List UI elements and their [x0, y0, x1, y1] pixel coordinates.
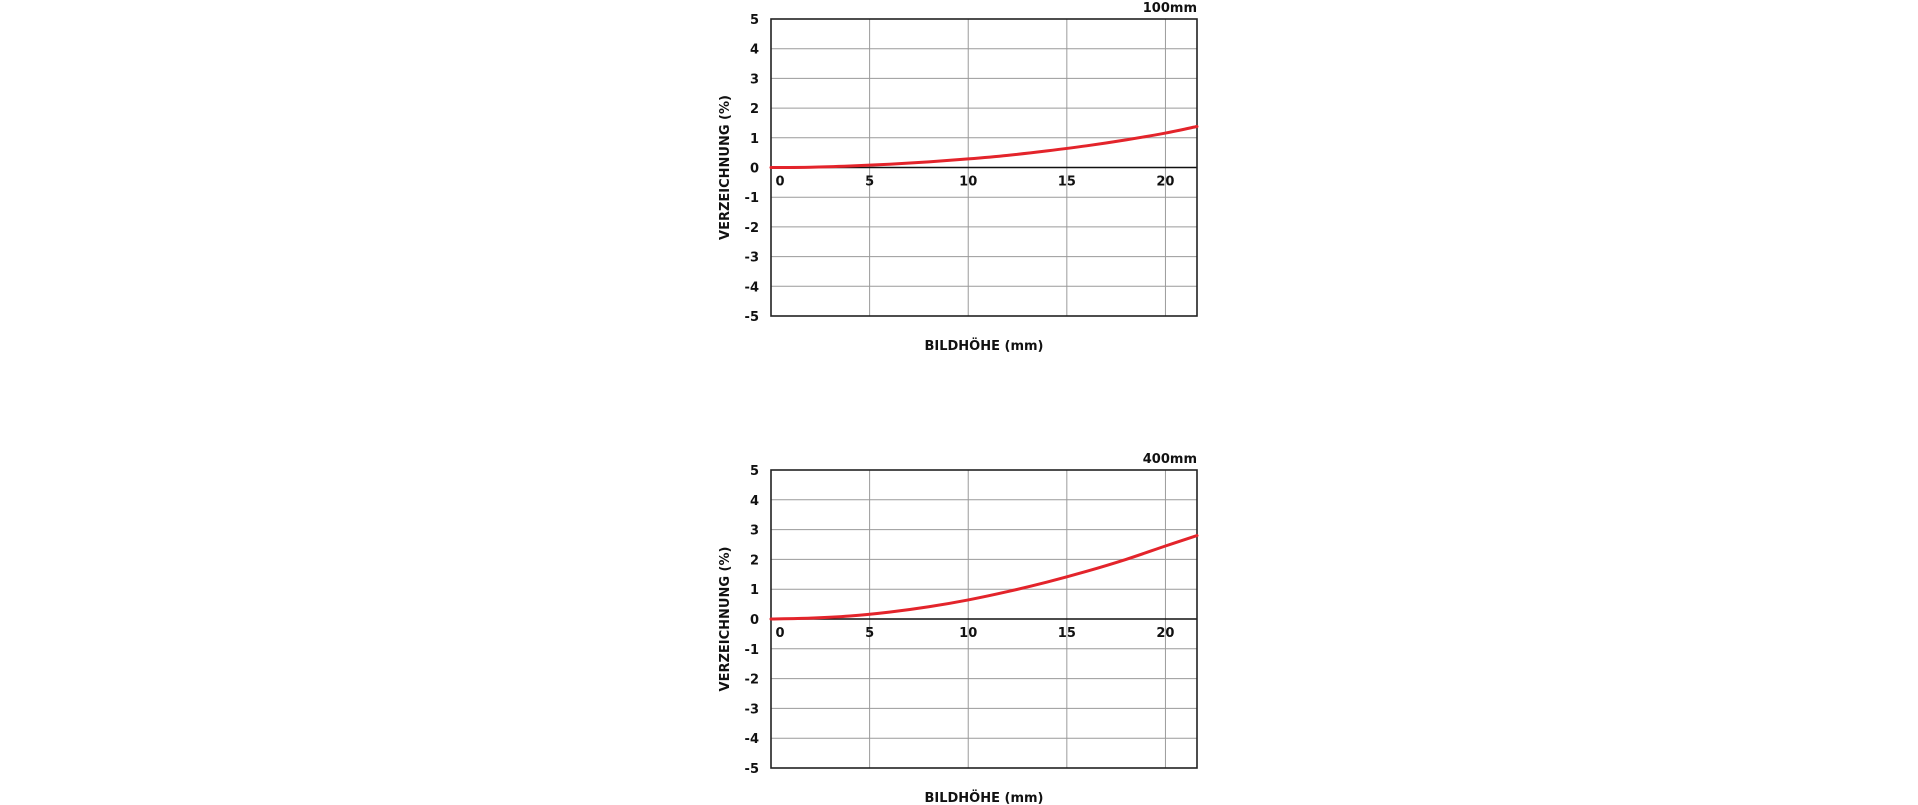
x-tick-label: 5	[865, 626, 874, 641]
y-tick-label: -1	[745, 643, 759, 658]
x-tick-label: 15	[1058, 626, 1076, 641]
y-tick-label: 4	[750, 494, 759, 509]
y-tick-label: 3	[750, 524, 759, 539]
y-tick-label: 5	[750, 13, 759, 28]
y-tick-label: 2	[750, 553, 759, 568]
y-tick-label: 0	[750, 613, 759, 628]
y-tick-label: 3	[750, 72, 759, 87]
distortion-curve	[769, 125, 1199, 169]
y-tick-label: -3	[745, 702, 759, 717]
chart-title: 400mm	[1143, 452, 1197, 467]
y-tick-label: -4	[745, 280, 759, 295]
y-tick-label: -5	[745, 310, 759, 325]
y-tick-label: -4	[745, 732, 759, 747]
y-tick-label: -3	[745, 251, 759, 266]
y-tick-label: 1	[750, 132, 759, 147]
x-tick-label: 0	[775, 626, 784, 641]
x-axis-label: BILDHÖHE (mm)	[924, 338, 1043, 354]
x-tick-label: 10	[959, 626, 977, 641]
x-tick-label: 10	[959, 175, 977, 190]
y-tick-label: 5	[750, 464, 759, 479]
x-tick-label: 20	[1156, 175, 1174, 190]
y-tick-label: -2	[745, 673, 759, 688]
y-tick-label: -5	[745, 762, 759, 777]
chart-title: 100mm	[1143, 1, 1197, 16]
y-tick-label: 1	[750, 583, 759, 598]
y-tick-label: 4	[750, 43, 759, 58]
x-axis-label: BILDHÖHE (mm)	[924, 790, 1043, 805]
y-tick-label: 0	[750, 162, 759, 177]
x-tick-label: 20	[1156, 626, 1174, 641]
y-axis-label: VERZEICHNUNG (%)	[718, 95, 733, 240]
x-tick-label: 5	[865, 175, 874, 190]
x-tick-label: 0	[775, 175, 784, 190]
x-tick-label: 15	[1058, 175, 1076, 190]
distortion-curve	[769, 534, 1199, 621]
y-tick-label: -1	[745, 191, 759, 206]
y-axis-label: VERZEICHNUNG (%)	[718, 547, 733, 692]
y-tick-label: -2	[745, 221, 759, 236]
y-tick-label: 2	[750, 102, 759, 117]
